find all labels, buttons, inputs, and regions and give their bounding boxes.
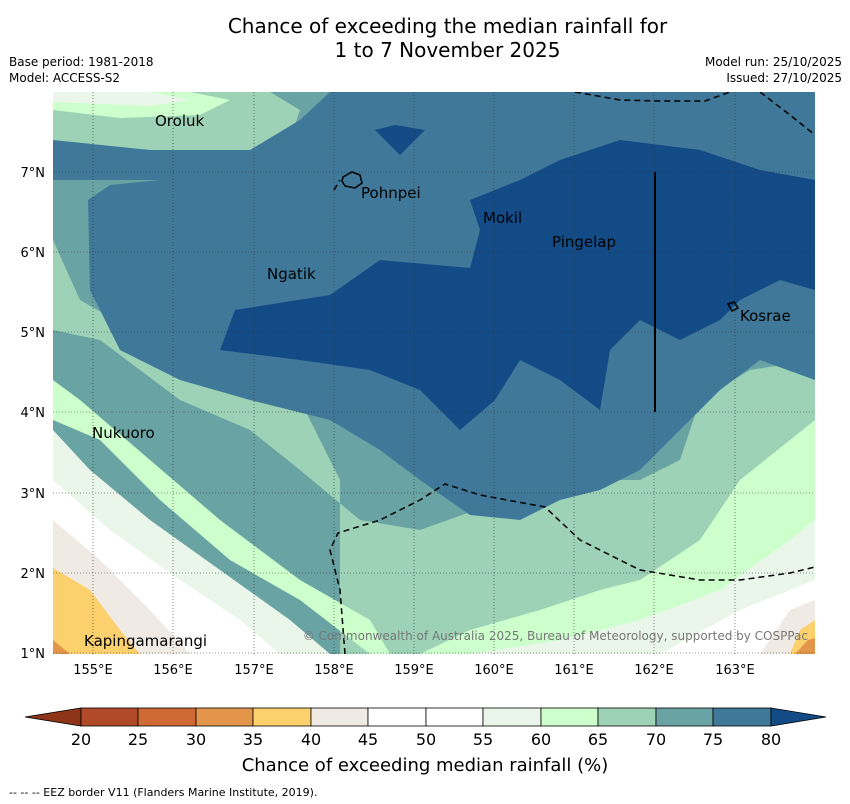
pohnpei-island-shape [341, 171, 363, 189]
lat-tick-3: 3°N [21, 487, 46, 502]
place-pingelap: Pingelap [552, 233, 616, 251]
lon-tick-161: 161°E [554, 663, 594, 678]
colorbar-tick-labels: 20 25 30 35 40 45 50 55 60 65 70 75 80 [71, 730, 781, 749]
contour-30-35 [53, 640, 70, 654]
cbar-tick-75: 75 [703, 730, 723, 749]
lon-tick-156: 156°E [153, 663, 193, 678]
map-contours [53, 92, 815, 654]
colorbar-bin-30-35 [195, 707, 254, 727]
contour-above-80 [220, 140, 815, 430]
cbar-tick-65: 65 [588, 730, 608, 749]
lat-tick-4: 4°N [21, 406, 46, 421]
lat-tick-6: 6°N [21, 246, 46, 261]
lat-tick-1: 1°N [21, 647, 46, 662]
colorbar-extend-low [24, 707, 82, 727]
eez-border [329, 92, 815, 654]
title-line-1: Chance of exceeding the median rainfall … [227, 14, 668, 38]
contour-above-80-north [375, 125, 425, 155]
cbar-tick-60: 60 [531, 730, 551, 749]
meta-left: Base period: 1981-2018 Model: ACCESS-S2 [9, 54, 154, 86]
map-title: Chance of exceeding the median rainfall … [0, 14, 850, 62]
lon-tick-159: 159°E [394, 663, 434, 678]
lon-tick-162: 162°E [634, 663, 674, 678]
place-pohnpei: Pohnpei [361, 184, 421, 202]
cbar-tick-55: 55 [473, 730, 493, 749]
cbar-tick-35: 35 [243, 730, 263, 749]
lon-tick-labels: 155°E 156°E 157°E 158°E 159°E 160°E 161°… [73, 663, 755, 678]
colorbar-bin-55-60 [482, 707, 542, 727]
colorbar-title: Chance of exceeding median rainfall (%) [241, 755, 609, 776]
cbar-tick-45: 45 [358, 730, 378, 749]
colorbar-bin-45-50 [367, 707, 427, 727]
cbar-tick-70: 70 [646, 730, 666, 749]
copyright-text: © Commonwealth of Australia 2025, Bureau… [303, 629, 808, 643]
lon-tick-157: 157°E [234, 663, 274, 678]
contour-35-40 [53, 568, 140, 654]
colorbar-bin-60-65 [540, 707, 599, 727]
issued-text: Issued: 27/10/2025 [726, 71, 842, 85]
contour-55-60-north [53, 92, 190, 106]
colorbar-bin-40-45 [310, 707, 369, 727]
lon-tick-155: 155°E [73, 663, 113, 678]
place-nukuoro: Nukuoro [92, 424, 155, 442]
cbar-tick-80: 80 [761, 730, 781, 749]
kosrae-island-shape [726, 301, 740, 312]
model-run-text: Model run: 25/10/2025 [704, 55, 842, 69]
eez-legend-footer: -- -- -- EEZ border V11 (Flanders Marine… [9, 786, 318, 799]
title-line-2: 1 to 7 November 2025 [334, 38, 561, 62]
place-kosrae: Kosrae [740, 307, 791, 325]
lon-tick-163: 163°E [715, 663, 755, 678]
colorbar-bin-50-55 [425, 707, 484, 727]
lat-tick-7: 7°N [21, 166, 46, 181]
cbar-tick-30: 30 [186, 730, 206, 749]
lat-tick-2: 2°N [21, 567, 46, 582]
colorbar-bin-35-40 [252, 707, 312, 727]
contour-55-60 [53, 430, 815, 654]
lon-tick-160: 160°E [474, 663, 514, 678]
place-mokil: Mokil [483, 209, 522, 227]
place-ngatik: Ngatik [267, 265, 316, 283]
lat-tick-labels: 7°N 6°N 5°N 4°N 3°N 2°N 1°N [21, 166, 46, 662]
colorbar-bin-20-25 [80, 707, 139, 727]
colorbar-extend-high [770, 707, 827, 727]
model-text: Model: ACCESS-S2 [9, 71, 121, 85]
cbar-tick-50: 50 [416, 730, 436, 749]
place-labels: Oroluk Pohnpei Mokil Pingelap Ngatik Kos… [84, 112, 791, 650]
colorbar-bin-70-75 [655, 707, 714, 727]
colorbar-bin-25-30 [137, 707, 197, 727]
lat-tick-5: 5°N [21, 326, 46, 341]
place-kapingamarangi: Kapingamarangi [84, 632, 207, 650]
meta-right: Model run: 25/10/2025 Issued: 27/10/2025 [705, 54, 842, 86]
contour-60-65 [53, 380, 815, 654]
colorbar-bin-65-70 [597, 707, 657, 727]
place-oroluk: Oroluk [155, 112, 204, 130]
colorbar [24, 707, 827, 727]
cbar-tick-40: 40 [301, 730, 321, 749]
map-grid [53, 92, 815, 654]
contour-65-70 [53, 240, 815, 654]
cbar-tick-20: 20 [71, 730, 91, 749]
base-period-text: Base period: 1981-2018 [9, 55, 154, 69]
lon-tick-158: 158°E [314, 663, 354, 678]
colorbar-bin-75-80 [712, 707, 772, 727]
cbar-tick-25: 25 [128, 730, 148, 749]
contour-30-35-se [795, 638, 815, 654]
